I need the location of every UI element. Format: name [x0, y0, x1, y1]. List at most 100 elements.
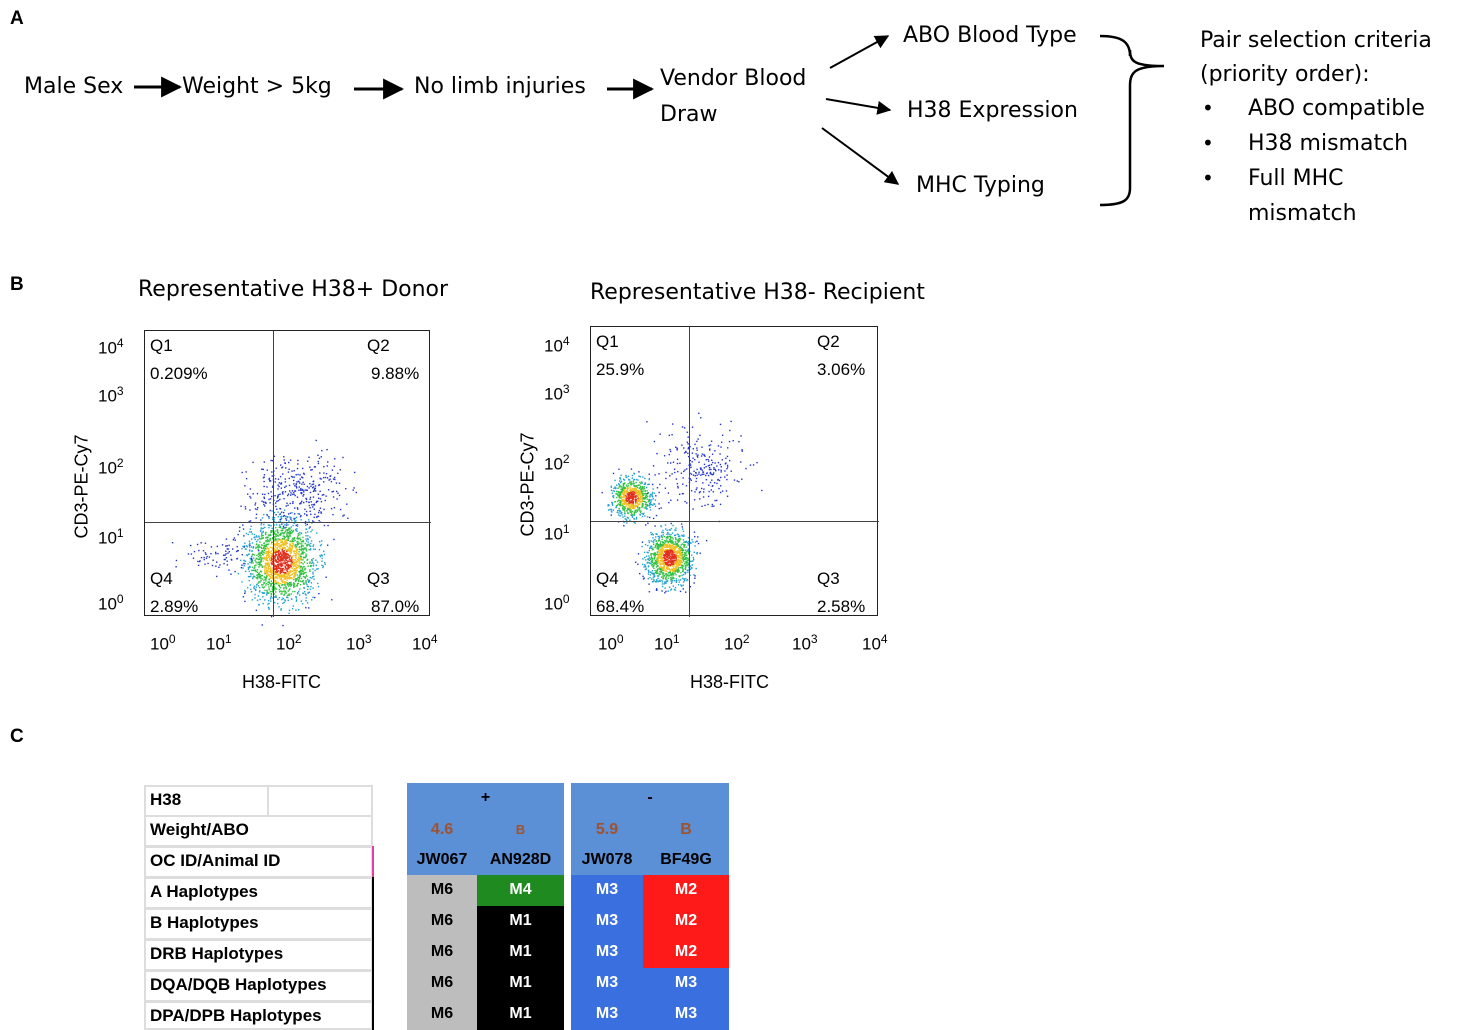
event-dot [645, 559, 647, 561]
event-dot [266, 570, 268, 572]
event-dot [657, 559, 659, 561]
event-dot [301, 492, 303, 494]
event-dot [315, 501, 318, 504]
event-dot [672, 541, 674, 543]
event-dot [316, 532, 318, 534]
event-dot [696, 487, 698, 489]
donor-x-tick-1: 101 [206, 632, 232, 654]
event-dot [621, 493, 623, 495]
event-dot [283, 535, 286, 538]
event-dot [268, 582, 271, 584]
event-dot [296, 577, 298, 580]
event-dot [260, 577, 262, 580]
event-dot [632, 494, 634, 497]
event-dot [623, 525, 625, 527]
event-dot [682, 557, 685, 559]
event-dot [617, 499, 620, 501]
event-dot [313, 503, 315, 505]
event-dot [715, 470, 717, 472]
event-dot [287, 565, 289, 567]
event-dot [675, 545, 677, 547]
event-dot [295, 483, 297, 486]
event-dot [621, 514, 623, 516]
event-dot [260, 579, 262, 582]
event-dot [228, 544, 230, 547]
event-dot [623, 486, 626, 488]
event-dot [298, 553, 300, 555]
event-dot [623, 510, 626, 512]
event-dot [638, 490, 640, 493]
event-dot [672, 553, 675, 555]
event-dot [638, 506, 641, 509]
event-dot [685, 554, 687, 556]
event-dot [651, 578, 653, 580]
event-dot [225, 550, 227, 552]
event-dot [262, 602, 264, 605]
event-dot [668, 565, 671, 567]
event-dot [644, 565, 646, 567]
event-dot [302, 501, 305, 504]
event-dot [308, 501, 310, 504]
event-dot [251, 554, 254, 556]
event-dot [303, 551, 305, 554]
event-dot [264, 599, 266, 601]
event-dot [257, 582, 259, 584]
event-dot [278, 533, 281, 536]
event-dot [267, 562, 270, 564]
event-dot [259, 573, 261, 576]
event-dot [671, 550, 674, 552]
event-dot [297, 459, 299, 462]
event-dot [309, 549, 312, 551]
event-dot [725, 462, 727, 464]
event-dot [282, 571, 285, 574]
row-label-drb-haplotypes: DRB Haplotypes [144, 939, 373, 971]
event-dot [244, 542, 246, 544]
event-dot [620, 495, 622, 498]
event-dot [288, 527, 291, 529]
event-dot [658, 536, 661, 539]
event-dot [670, 568, 673, 571]
event-dot [632, 506, 634, 508]
event-dot [285, 562, 288, 564]
event-dot [292, 502, 294, 505]
event-dot [631, 515, 634, 518]
event-dot [696, 456, 699, 458]
event-dot [271, 575, 273, 578]
event-dot [281, 541, 284, 544]
event-dot [281, 466, 284, 468]
event-dot [259, 564, 261, 567]
event-dot [280, 609, 282, 611]
donor-x-tick-0: 100 [150, 632, 176, 654]
event-dot [287, 515, 289, 518]
event-dot [296, 578, 298, 581]
event-dot [303, 556, 306, 559]
event-dot [610, 486, 612, 488]
recipient-y-tick-3: 103 [544, 382, 570, 404]
event-dot [299, 489, 302, 491]
event-dot [269, 598, 272, 600]
event-dot [660, 570, 662, 572]
event-dot [683, 447, 685, 449]
event-dot [282, 597, 284, 599]
event-dot [317, 568, 319, 570]
event-dot [306, 543, 308, 546]
event-dot [280, 570, 282, 573]
event-dot [694, 458, 696, 461]
event-dot [662, 541, 664, 543]
event-dot [675, 556, 677, 558]
event-dot [625, 491, 627, 494]
event-dot [255, 609, 258, 612]
event-dot [286, 534, 288, 536]
event-dot [289, 540, 291, 543]
event-dot [690, 479, 692, 481]
event-dot [665, 553, 667, 556]
event-dot [623, 488, 625, 491]
event-dot [290, 540, 292, 543]
event-dot [301, 548, 304, 550]
event-dot [314, 490, 317, 492]
event-dot [305, 582, 307, 584]
event-dot [670, 578, 672, 581]
event-dot [662, 529, 664, 532]
event-dot [677, 563, 680, 565]
event-dot [283, 581, 286, 583]
